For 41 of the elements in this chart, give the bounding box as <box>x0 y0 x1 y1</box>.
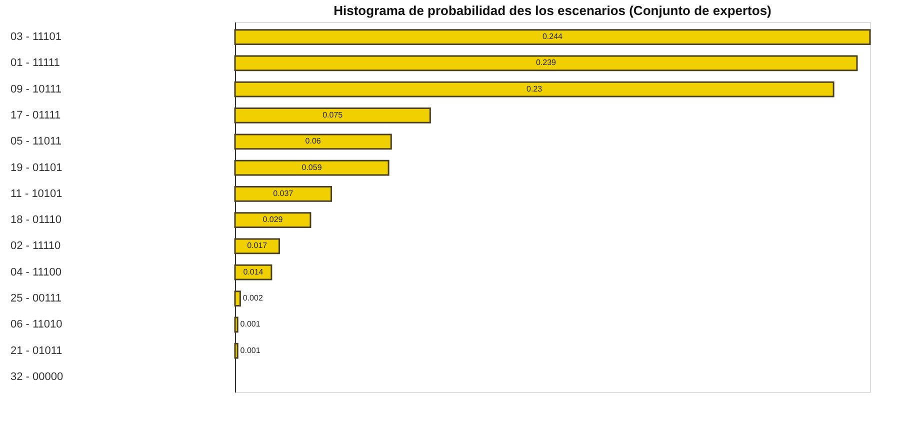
bar <box>234 160 390 176</box>
bar <box>234 238 280 254</box>
y-tick-label: 21 - 01011 <box>10 344 62 357</box>
data-label: 0.244 <box>542 32 564 42</box>
data-label: 0.001 <box>240 320 261 329</box>
y-tick-label: 09 - 10111 <box>10 83 62 96</box>
bar <box>234 29 871 45</box>
data-label: 0.23 <box>526 84 543 94</box>
bar <box>234 264 272 280</box>
data-label: 0.017 <box>247 241 268 250</box>
bar <box>234 108 431 124</box>
data-label: 0.029 <box>262 215 284 224</box>
y-tick-label: 17 - 01111 <box>10 109 61 122</box>
y-tick-label: 25 - 00111 <box>10 292 62 305</box>
data-label: 0.239 <box>536 58 557 68</box>
bar <box>234 81 834 98</box>
data-label: 0.001 <box>240 346 261 355</box>
bar <box>234 342 238 359</box>
data-label: 0.075 <box>322 110 344 120</box>
y-tick-label: 18 - 01110 <box>10 214 62 226</box>
data-label: 0.014 <box>243 267 264 276</box>
bar <box>234 55 858 72</box>
y-tick-label: 19 - 01101 <box>10 162 62 174</box>
y-tick-label: 11 - 10101 <box>10 188 62 200</box>
data-label: 0.059 <box>302 162 322 172</box>
bar <box>234 316 238 333</box>
y-tick-label: 02 - 11110 <box>10 240 61 252</box>
y-tick-label: 05 - 11011 <box>10 136 62 148</box>
bar <box>234 290 241 306</box>
bar <box>234 134 392 150</box>
chart-title: Histograma de probabilidad des los escenarios (Conjunto de expertos) <box>334 3 772 18</box>
data-label: 0.037 <box>273 188 294 198</box>
data-label: 0.06 <box>305 136 322 146</box>
bar <box>234 212 312 228</box>
y-tick-label: 04 - 11100 <box>10 266 62 278</box>
y-tick-label: 32 - 00000 <box>10 370 64 383</box>
bar <box>234 186 332 202</box>
y-tick-label: 03 - 11101 <box>10 31 62 44</box>
y-tick-label: 01 - 11111 <box>10 57 60 70</box>
y-tick-label: 06 - 11010 <box>10 318 62 331</box>
data-label: 0.002 <box>242 294 264 303</box>
